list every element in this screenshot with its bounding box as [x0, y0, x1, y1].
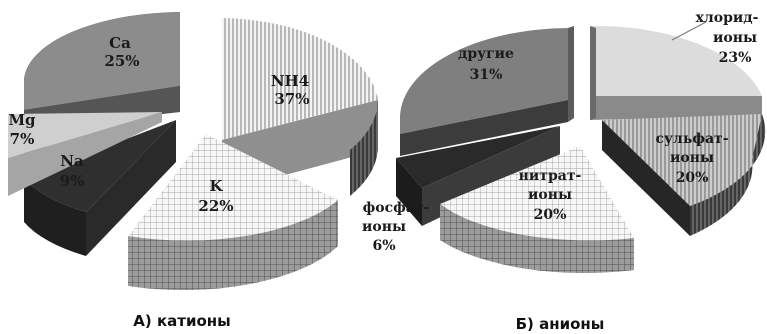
slice-drugie — [400, 26, 574, 156]
slice-sulfat-top — [602, 114, 766, 206]
slice-sulfat-rim — [690, 114, 766, 236]
label-ca: Ca — [109, 34, 131, 52]
slice-mg-front — [8, 112, 162, 196]
slice-nitrat-front — [440, 204, 634, 274]
leader-line-hlorid — [671, 21, 707, 41]
slice-drugie-right — [568, 26, 574, 122]
slice-hlorid-left — [590, 26, 596, 120]
value-k: 22% — [198, 197, 233, 215]
value-nitrat: 20% — [534, 207, 567, 223]
slice-nitrat — [440, 146, 634, 274]
slice-k — [128, 134, 338, 291]
slice-ca-top — [24, 12, 180, 110]
label-na: Na — [60, 152, 84, 170]
slice-fosfat-front — [396, 158, 422, 226]
slice-hlorid — [590, 25, 762, 120]
slice-nitrat-top — [440, 146, 634, 241]
slice-na-front — [24, 178, 86, 256]
slice-hlorid-top — [590, 25, 762, 97]
label-k: K — [209, 177, 223, 195]
slice-hlorid-front — [590, 96, 762, 120]
label-drugie-line-1: другие — [458, 46, 514, 62]
slice-fosfat-top — [396, 126, 560, 188]
anions-labels: другие 31% хлорид- ионы 23% сульфат- ион… — [362, 10, 759, 254]
slice-sulfat-cut — [602, 120, 690, 236]
slice-na-cut — [86, 120, 176, 256]
value-mg: 7% — [10, 130, 35, 148]
slice-ca — [24, 12, 180, 180]
value-nh4: 37% — [274, 90, 309, 108]
label-nitrat-line-1: нитрат- — [519, 168, 582, 184]
slice-na-top — [24, 120, 176, 212]
slice-na — [24, 120, 176, 256]
slice-nh4-top — [222, 18, 378, 140]
cations-chart: Ca 25% NH4 37% K 22% Na 9% Mg 7% А) кати… — [8, 12, 378, 330]
slice-sulfat — [602, 114, 766, 236]
label-nitrat-line-2: ионы — [528, 187, 572, 203]
value-na: 9% — [60, 172, 85, 190]
value-hlorid: 23% — [719, 50, 752, 66]
slice-drugie-top — [400, 28, 568, 134]
label-hlorid-line-2: ионы — [713, 30, 757, 46]
label-sulfat-line-1: сульфат- — [655, 131, 728, 147]
slice-k-top — [128, 134, 338, 241]
label-fosfat-line-1: фосфат- — [363, 200, 430, 216]
slice-nh4-rim — [350, 100, 378, 196]
slice-mg — [8, 112, 162, 196]
slice-k-front — [128, 200, 338, 291]
label-hlorid-line-1: хлорид- — [696, 10, 759, 26]
value-fosfat: 6% — [372, 238, 395, 254]
anions-chart: другие 31% хлорид- ионы 23% сульфат- ион… — [362, 10, 766, 333]
anions-caption: Б) анионы — [516, 315, 605, 333]
label-mg: Mg — [8, 111, 36, 129]
label-fosfat-line-2: ионы — [362, 219, 406, 235]
label-sulfat-line-2: ионы — [670, 150, 714, 166]
slice-drugie-front — [400, 100, 568, 156]
value-drugie: 31% — [470, 67, 503, 83]
label-nh4: NH4 — [271, 72, 309, 90]
cations-caption: А) катионы — [133, 312, 230, 330]
value-ca: 25% — [104, 52, 139, 70]
value-sulfat: 20% — [676, 170, 709, 186]
cations-labels: Ca 25% NH4 37% K 22% Na 9% Mg 7% — [8, 34, 309, 215]
